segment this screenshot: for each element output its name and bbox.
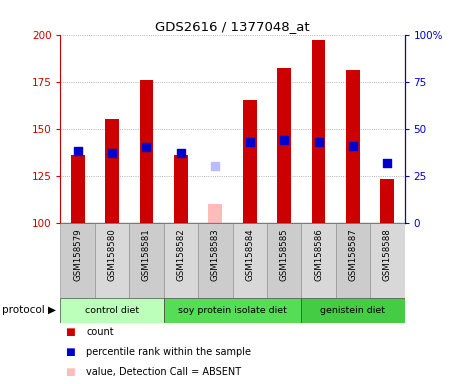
Text: GSM158588: GSM158588 bbox=[383, 229, 392, 281]
Text: GSM158586: GSM158586 bbox=[314, 229, 323, 281]
Bar bbox=[60, 298, 164, 323]
Bar bbox=[232, 223, 267, 298]
Bar bbox=[208, 204, 222, 223]
Text: value, Detection Call = ABSENT: value, Detection Call = ABSENT bbox=[86, 367, 241, 377]
Text: GSM158582: GSM158582 bbox=[176, 229, 186, 281]
Point bbox=[315, 139, 322, 145]
Bar bbox=[267, 223, 301, 298]
Point bbox=[177, 150, 185, 156]
Bar bbox=[174, 155, 188, 223]
Bar bbox=[164, 223, 198, 298]
Text: GSM158584: GSM158584 bbox=[245, 229, 254, 281]
Text: GSM158587: GSM158587 bbox=[348, 229, 358, 281]
Bar bbox=[164, 298, 301, 323]
Bar bbox=[301, 298, 405, 323]
Bar bbox=[277, 68, 291, 223]
Point bbox=[246, 139, 253, 145]
Bar bbox=[60, 223, 95, 298]
Point bbox=[280, 137, 288, 143]
Text: GSM158583: GSM158583 bbox=[211, 229, 220, 281]
Point bbox=[74, 148, 81, 154]
Bar bbox=[105, 119, 119, 223]
Bar bbox=[243, 101, 257, 223]
Text: count: count bbox=[86, 327, 113, 337]
Text: genistein diet: genistein diet bbox=[320, 306, 385, 314]
Bar bbox=[95, 223, 129, 298]
Text: GSM158579: GSM158579 bbox=[73, 229, 82, 281]
Bar bbox=[301, 223, 336, 298]
Title: GDS2616 / 1377048_at: GDS2616 / 1377048_at bbox=[155, 20, 310, 33]
Bar bbox=[129, 223, 164, 298]
Text: GSM158580: GSM158580 bbox=[107, 229, 117, 281]
Text: ■: ■ bbox=[65, 347, 75, 357]
Bar bbox=[71, 155, 85, 223]
Bar bbox=[198, 223, 232, 298]
Text: soy protein isolate diet: soy protein isolate diet bbox=[178, 306, 287, 314]
Bar bbox=[336, 223, 370, 298]
Bar bbox=[140, 80, 153, 223]
Text: protocol ▶: protocol ▶ bbox=[2, 305, 56, 315]
Text: percentile rank within the sample: percentile rank within the sample bbox=[86, 347, 251, 357]
Point bbox=[143, 144, 150, 151]
Text: GSM158581: GSM158581 bbox=[142, 229, 151, 281]
Text: GSM158585: GSM158585 bbox=[279, 229, 289, 281]
Bar bbox=[380, 179, 394, 223]
Bar bbox=[312, 40, 326, 223]
Text: ■: ■ bbox=[65, 367, 75, 377]
Text: ■: ■ bbox=[65, 327, 75, 337]
Point bbox=[212, 163, 219, 169]
Bar bbox=[346, 70, 360, 223]
Point bbox=[108, 150, 116, 156]
Bar bbox=[370, 223, 405, 298]
Point bbox=[349, 142, 357, 149]
Point bbox=[384, 159, 391, 166]
Text: control diet: control diet bbox=[85, 306, 139, 314]
